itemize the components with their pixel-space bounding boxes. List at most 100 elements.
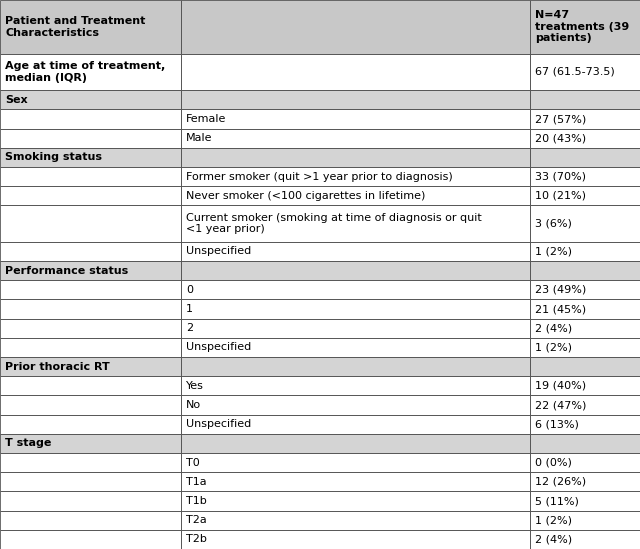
- Text: 19 (40%): 19 (40%): [535, 381, 586, 391]
- Text: T1b: T1b: [186, 496, 207, 506]
- Text: 0: 0: [186, 285, 193, 295]
- Bar: [181, 376, 530, 395]
- Text: Age at time of treatment,
median (IQR): Age at time of treatment, median (IQR): [5, 61, 165, 83]
- Bar: [181, 414, 530, 434]
- Bar: [181, 357, 530, 376]
- Text: 1 (2%): 1 (2%): [535, 515, 572, 525]
- Text: 2: 2: [186, 323, 193, 333]
- Bar: [181, 205, 530, 242]
- Bar: [530, 338, 640, 357]
- Text: Performance status: Performance status: [5, 266, 128, 276]
- Bar: [530, 109, 640, 128]
- Text: 67 (61.5-73.5): 67 (61.5-73.5): [535, 67, 614, 77]
- Bar: [0, 128, 181, 148]
- Bar: [181, 280, 530, 299]
- Bar: [0, 186, 181, 205]
- Bar: [181, 472, 530, 491]
- Text: 1: 1: [186, 304, 193, 314]
- Bar: [181, 186, 530, 205]
- Text: 0 (0%): 0 (0%): [535, 458, 572, 468]
- Text: Yes: Yes: [186, 381, 204, 391]
- Text: Sex: Sex: [5, 95, 28, 105]
- Bar: [530, 299, 640, 318]
- Text: 2 (4%): 2 (4%): [535, 323, 572, 333]
- Bar: [181, 338, 530, 357]
- Bar: [0, 338, 181, 357]
- Bar: [181, 128, 530, 148]
- Bar: [0, 167, 181, 186]
- Bar: [0, 90, 181, 109]
- Bar: [530, 530, 640, 549]
- Text: T stage: T stage: [5, 439, 51, 449]
- Bar: [0, 205, 181, 242]
- Bar: [181, 434, 530, 453]
- Bar: [181, 453, 530, 472]
- Bar: [0, 280, 181, 299]
- Bar: [181, 0, 530, 54]
- Bar: [530, 414, 640, 434]
- Bar: [0, 472, 181, 491]
- Bar: [181, 148, 530, 167]
- Text: Prior thoracic RT: Prior thoracic RT: [5, 362, 109, 372]
- Bar: [181, 530, 530, 549]
- Text: Smoking status: Smoking status: [5, 153, 102, 163]
- Text: 12 (26%): 12 (26%): [535, 477, 586, 487]
- Bar: [530, 90, 640, 109]
- Bar: [181, 167, 530, 186]
- Text: No: No: [186, 400, 201, 410]
- Bar: [530, 128, 640, 148]
- Bar: [181, 511, 530, 530]
- Text: T1a: T1a: [186, 477, 207, 487]
- Text: Former smoker (quit >1 year prior to diagnosis): Former smoker (quit >1 year prior to dia…: [186, 172, 453, 182]
- Text: 3 (6%): 3 (6%): [535, 219, 572, 228]
- Bar: [530, 491, 640, 511]
- Text: Unspecified: Unspecified: [186, 419, 252, 429]
- Bar: [181, 54, 530, 90]
- Bar: [0, 109, 181, 128]
- Bar: [530, 395, 640, 414]
- Bar: [530, 434, 640, 453]
- Bar: [0, 511, 181, 530]
- Bar: [0, 491, 181, 511]
- Text: Never smoker (<100 cigarettes in lifetime): Never smoker (<100 cigarettes in lifetim…: [186, 191, 426, 201]
- Bar: [0, 453, 181, 472]
- Text: T2a: T2a: [186, 515, 207, 525]
- Bar: [530, 280, 640, 299]
- Bar: [530, 453, 640, 472]
- Bar: [0, 376, 181, 395]
- Bar: [0, 0, 181, 54]
- Bar: [530, 167, 640, 186]
- Bar: [0, 148, 181, 167]
- Text: 21 (45%): 21 (45%): [535, 304, 586, 314]
- Bar: [181, 395, 530, 414]
- Bar: [0, 299, 181, 318]
- Text: Patient and Treatment
Characteristics: Patient and Treatment Characteristics: [5, 16, 145, 38]
- Text: T2b: T2b: [186, 534, 207, 545]
- Text: 23 (49%): 23 (49%): [535, 285, 586, 295]
- Bar: [530, 318, 640, 338]
- Bar: [530, 205, 640, 242]
- Text: 5 (11%): 5 (11%): [535, 496, 579, 506]
- Text: Unspecified: Unspecified: [186, 247, 252, 256]
- Text: 6 (13%): 6 (13%): [535, 419, 579, 429]
- Bar: [0, 261, 181, 280]
- Bar: [530, 261, 640, 280]
- Text: Female: Female: [186, 114, 227, 124]
- Bar: [0, 242, 181, 261]
- Text: 33 (70%): 33 (70%): [535, 172, 586, 182]
- Bar: [0, 434, 181, 453]
- Bar: [181, 318, 530, 338]
- Text: 2 (4%): 2 (4%): [535, 534, 572, 545]
- Bar: [530, 472, 640, 491]
- Bar: [530, 511, 640, 530]
- Bar: [530, 0, 640, 54]
- Text: 22 (47%): 22 (47%): [535, 400, 586, 410]
- Bar: [530, 54, 640, 90]
- Text: Current smoker (smoking at time of diagnosis or quit
<1 year prior): Current smoker (smoking at time of diagn…: [186, 213, 482, 234]
- Bar: [530, 357, 640, 376]
- Text: 20 (43%): 20 (43%): [535, 133, 586, 143]
- Bar: [530, 186, 640, 205]
- Text: 1 (2%): 1 (2%): [535, 343, 572, 352]
- Text: T0: T0: [186, 458, 200, 468]
- Bar: [530, 148, 640, 167]
